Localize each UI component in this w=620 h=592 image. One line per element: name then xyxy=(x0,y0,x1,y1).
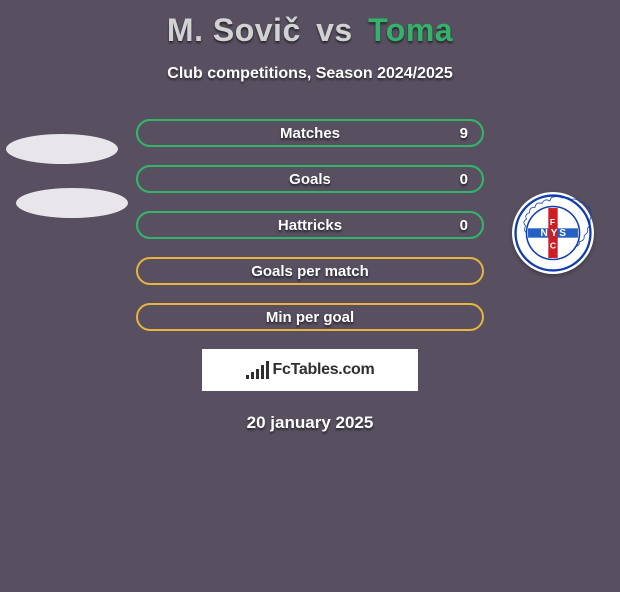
branding-bars-icon xyxy=(246,361,269,379)
stat-row: Goals per match xyxy=(136,257,484,285)
player1-name: M. Sovič xyxy=(167,12,301,48)
vs-text: vs xyxy=(316,12,353,48)
svg-text:S: S xyxy=(559,228,566,239)
svg-text:N: N xyxy=(541,228,548,239)
date-text: 20 january 2025 xyxy=(0,413,620,433)
stat-value-right: 0 xyxy=(460,167,468,191)
player1-ellipse-bottom xyxy=(16,188,128,218)
branding-box: FcTables.com xyxy=(202,349,418,391)
stat-row: Goals0 xyxy=(136,165,484,193)
svg-text:Y: Y xyxy=(551,228,558,239)
svg-text:F: F xyxy=(550,217,555,227)
player1-ellipse-top xyxy=(6,134,118,164)
comparison-title: M. Sovič vs Toma xyxy=(0,12,620,49)
branding-text: FcTables.com xyxy=(273,361,375,379)
club-badge-icon: N Y S F C xyxy=(514,194,592,272)
stat-row: Hattricks0 xyxy=(136,211,484,239)
stat-fill-right xyxy=(136,165,484,193)
stat-fill-right xyxy=(136,211,484,239)
subtitle-text: Club competitions, Season 2024/2025 xyxy=(0,65,620,83)
player2-club-badge: N Y S F C xyxy=(512,192,594,274)
stat-row: Matches9 xyxy=(136,119,484,147)
stat-fill-right xyxy=(136,119,484,147)
stat-label: Goals per match xyxy=(138,259,482,283)
stat-value-right: 0 xyxy=(460,213,468,237)
stat-row: Min per goal xyxy=(136,303,484,331)
player2-name: Toma xyxy=(368,12,453,48)
svg-text:C: C xyxy=(550,241,556,251)
stat-value-right: 9 xyxy=(460,121,468,145)
stat-label: Min per goal xyxy=(138,305,482,329)
